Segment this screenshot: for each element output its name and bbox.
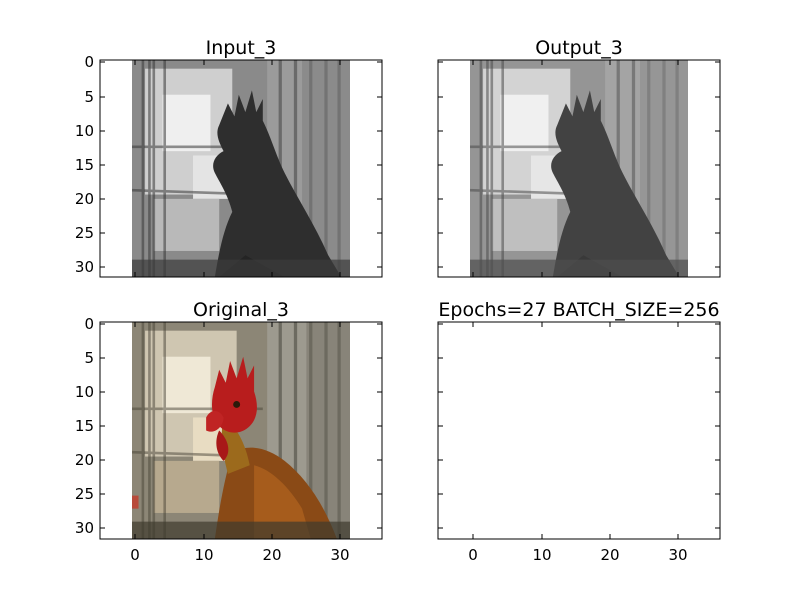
ytick-label-original-4: 20 bbox=[75, 451, 94, 469]
x-ticks-input bbox=[134, 60, 341, 277]
y-ticks-input bbox=[100, 61, 382, 268]
subplot-title-training-info: Epochs=27 BATCH_SIZE=256 bbox=[438, 299, 719, 321]
xtick-label-empty-1: 10 bbox=[532, 546, 551, 564]
y-ticks-empty bbox=[438, 323, 720, 529]
image-original bbox=[132, 322, 350, 539]
ytick-label-input-6: 30 bbox=[75, 258, 94, 276]
ytick-label-original-2: 10 bbox=[75, 383, 94, 401]
subplot-input: Input_3 0 5 10 15 20 25 30 bbox=[75, 37, 383, 278]
x-ticks-output bbox=[472, 60, 679, 277]
image-output bbox=[470, 60, 688, 277]
ytick-label-input-3: 15 bbox=[75, 156, 94, 174]
xtick-label-original-3: 30 bbox=[330, 546, 349, 564]
axes-frame-output bbox=[437, 59, 721, 278]
subplot-output: Output_3 bbox=[437, 37, 721, 278]
ytick-label-input-4: 20 bbox=[75, 190, 94, 208]
ytick-label-input-1: 5 bbox=[84, 88, 94, 106]
xtick-label-empty-0: 0 bbox=[468, 546, 478, 564]
y-ticks-original bbox=[100, 323, 382, 529]
x-ticks-original bbox=[134, 322, 341, 539]
subplot-title-original: Original_3 bbox=[193, 299, 289, 321]
xtick-label-original-0: 0 bbox=[130, 546, 140, 564]
ytick-label-original-3: 15 bbox=[75, 417, 94, 435]
subplot-empty: Epochs=27 BATCH_SIZE=256 0 10 20 30 bbox=[437, 299, 721, 564]
ytick-label-original-5: 25 bbox=[75, 485, 94, 503]
ytick-label-original-6: 30 bbox=[75, 519, 94, 537]
xtick-label-empty-3: 30 bbox=[668, 546, 687, 564]
ytick-label-original-0: 0 bbox=[84, 315, 94, 333]
axes-frame-original bbox=[99, 321, 383, 540]
x-ticks-empty bbox=[472, 322, 679, 539]
ytick-label-input-5: 25 bbox=[75, 224, 94, 242]
y-ticks-output bbox=[438, 61, 720, 268]
ytick-label-original-1: 5 bbox=[84, 349, 94, 367]
subplot-original: Original_3 0 5 10 15 20 25 30 bbox=[75, 299, 383, 564]
subplot-title-input: Input_3 bbox=[206, 37, 277, 59]
xtick-label-empty-2: 20 bbox=[600, 546, 619, 564]
xtick-label-original-2: 20 bbox=[262, 546, 281, 564]
xtick-label-original-1: 10 bbox=[194, 546, 213, 564]
axes-frame-empty bbox=[437, 321, 721, 540]
subplot-title-output: Output_3 bbox=[535, 37, 623, 59]
ytick-label-input-2: 10 bbox=[75, 122, 94, 140]
ytick-label-input-0: 0 bbox=[84, 53, 94, 71]
image-input bbox=[132, 60, 350, 277]
